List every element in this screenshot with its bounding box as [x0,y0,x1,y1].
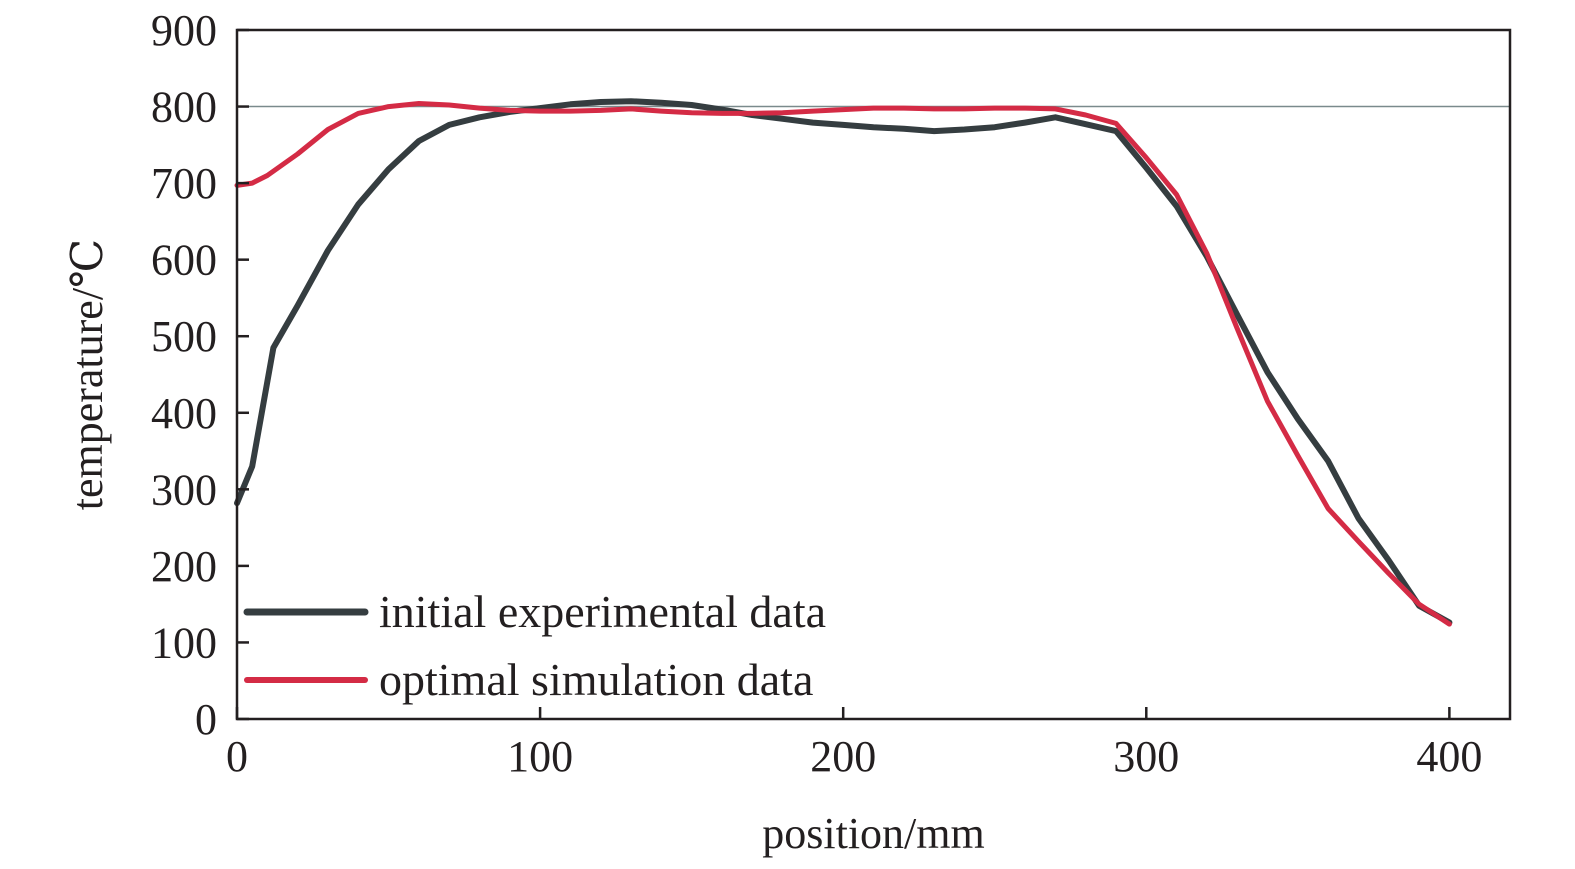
y-tick-label: 900 [151,6,217,55]
y-tick-label: 800 [151,83,217,132]
y-tick-label: 200 [151,542,217,591]
series-layer [234,98,1453,627]
plot-frame [235,28,1512,721]
legend-label-optimal: optimal simulation data [379,654,813,705]
x-axis-ticks: 0 100 200 300 400 [226,707,1482,781]
legend: initial experimental data optimal simula… [243,586,826,705]
y-tick-label: 300 [151,465,217,514]
y-tick-label: 0 [195,695,217,744]
x-tick-label: 400 [1416,732,1482,781]
y-tick-label: 700 [151,159,217,208]
series-line-optimal-simulation [234,101,1452,627]
y-tick-label: 100 [151,618,217,667]
y-axis-title: temperature/℃ [63,239,112,511]
x-axis-title: position/mm [762,809,984,858]
y-tick-label: 400 [151,389,217,438]
y-tick-label: 500 [151,312,217,361]
x-tick-label: 300 [1113,732,1179,781]
y-axis-ticks: 0 100 200 300 400 500 600 700 800 900 [151,6,249,744]
legend-label-initial: initial experimental data [379,586,826,637]
x-tick-label: 100 [507,732,573,781]
x-tick-label: 200 [810,732,876,781]
y-tick-label: 600 [151,236,217,285]
x-tick-label: 0 [226,732,248,781]
series-line-initial-experimental [234,98,1453,626]
